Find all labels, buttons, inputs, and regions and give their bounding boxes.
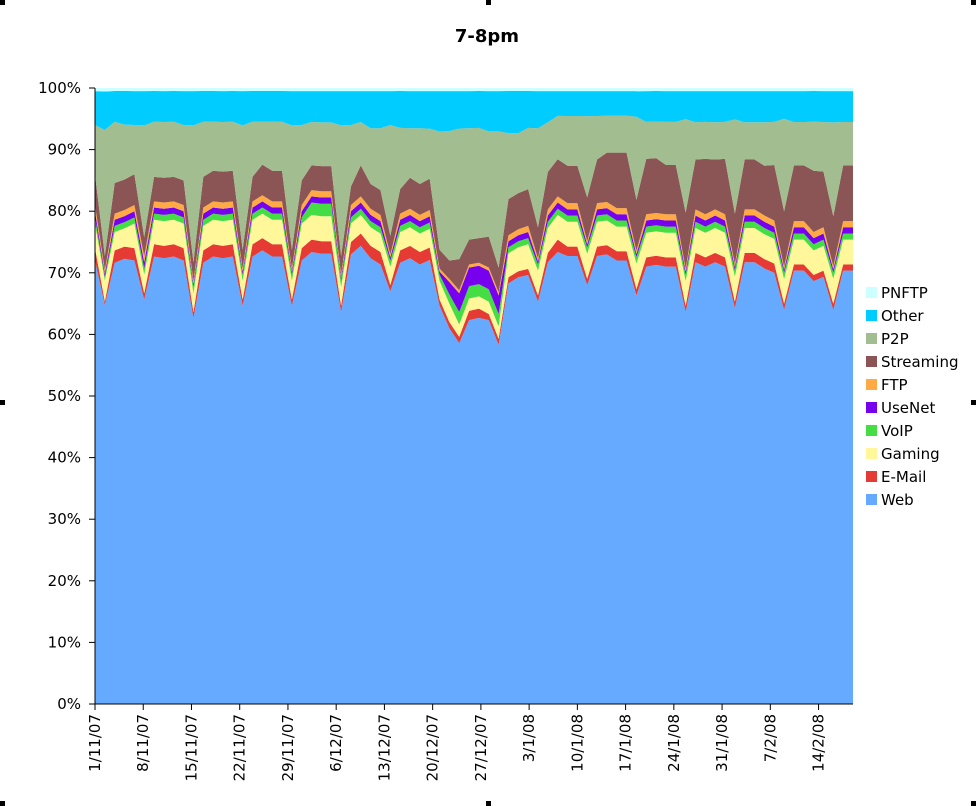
y-tick-label: 70% xyxy=(48,264,81,282)
legend-swatch-other xyxy=(866,310,877,321)
x-tick-label: 3/1/08 xyxy=(520,714,538,762)
legend-swatch-p2p xyxy=(866,333,877,344)
resize-handle-top-left[interactable] xyxy=(0,0,5,5)
x-tick-label: 6/12/07 xyxy=(327,714,345,772)
legend-swatch-pnftp xyxy=(866,287,877,298)
x-tick-label: 1/11/07 xyxy=(86,714,104,772)
y-tick-label: 50% xyxy=(48,387,81,405)
legend-label-p2p: P2P xyxy=(881,330,909,348)
area-gaming xyxy=(95,213,853,339)
y-tick-label: 20% xyxy=(48,572,81,590)
x-axis: 1/11/07 8/11/07 15/11/07 22/11/07 29/11/07 6/… xyxy=(86,703,853,781)
area-streaming xyxy=(95,152,853,293)
y-tick-label: 40% xyxy=(48,449,81,467)
x-tick-label: 24/1/08 xyxy=(665,714,683,772)
legend-swatch-ftp xyxy=(866,379,877,390)
chart-title: 7-8pm xyxy=(455,26,519,47)
x-tick-label: 8/11/07 xyxy=(134,714,152,772)
legend-swatch-e-mail xyxy=(866,471,877,482)
area-series-group xyxy=(95,88,853,704)
legend-swatch-gaming xyxy=(866,448,877,459)
legend-label-e-mail: E-Mail xyxy=(881,468,926,486)
legend-swatch-voip xyxy=(866,425,877,436)
legend-swatch-usenet xyxy=(866,402,877,413)
x-tick-label: 7/2/08 xyxy=(761,714,779,762)
resize-handle-top-right[interactable] xyxy=(971,0,976,5)
area-usenet xyxy=(95,196,853,314)
resize-handle-left[interactable] xyxy=(0,400,5,405)
x-tick-label: 17/1/08 xyxy=(617,714,635,772)
y-tick-label: 80% xyxy=(48,202,81,220)
resize-handle-top[interactable] xyxy=(486,0,491,5)
y-tick-label: 90% xyxy=(48,141,81,159)
y-tick-label: 30% xyxy=(48,510,81,528)
area-ftp xyxy=(95,190,853,296)
area-other xyxy=(95,91,853,134)
x-tick-label: 29/11/07 xyxy=(279,714,297,781)
y-tick-label: 100% xyxy=(38,79,81,97)
x-tick-label: 10/1/08 xyxy=(568,714,586,772)
area-p2p xyxy=(95,115,853,268)
legend-label-gaming: Gaming xyxy=(881,445,940,463)
resize-handle-right[interactable] xyxy=(971,400,976,405)
x-tick-label: 14/2/08 xyxy=(810,714,828,772)
legend-label-web: Web xyxy=(881,491,914,509)
x-tick-label: 31/1/08 xyxy=(713,714,731,772)
legend-swatch-streaming xyxy=(866,356,877,367)
legend-label-usenet: UseNet xyxy=(881,399,935,417)
area-pnftp xyxy=(95,88,853,92)
y-tick-label: 60% xyxy=(48,325,81,343)
resize-handle-bottom[interactable] xyxy=(486,801,491,806)
x-tick-label: 27/12/07 xyxy=(472,714,490,781)
y-tick-label: 10% xyxy=(48,633,81,651)
legend-label-streaming: Streaming xyxy=(881,353,958,371)
y-axis: 0% 10% 20% 30% 40% 50% 60% 70% 80% 90% 100% xyxy=(38,79,96,713)
legend-label-other: Other xyxy=(881,307,924,325)
legend-label-pnftp: PNFTP xyxy=(881,284,928,302)
x-tick-label: 22/11/07 xyxy=(231,714,249,781)
legend-swatch-web xyxy=(866,494,877,505)
resize-handle-bottom-left[interactable] xyxy=(0,801,5,806)
area-e-mail xyxy=(95,233,853,345)
x-tick-label: 13/12/07 xyxy=(375,714,393,781)
resize-handle-bottom-right[interactable] xyxy=(971,801,976,806)
area-web xyxy=(95,245,853,704)
legend: PNFTP Other P2P Streaming FTP UseNet VoIP Gamin… xyxy=(866,284,958,509)
area-voip xyxy=(95,202,853,327)
y-tick-label: 0% xyxy=(57,695,81,713)
legend-label-voip: VoIP xyxy=(881,422,913,440)
legend-label-ftp: FTP xyxy=(881,376,908,394)
x-tick-label: 15/11/07 xyxy=(182,714,200,781)
x-tick-label: 20/12/07 xyxy=(424,714,442,781)
